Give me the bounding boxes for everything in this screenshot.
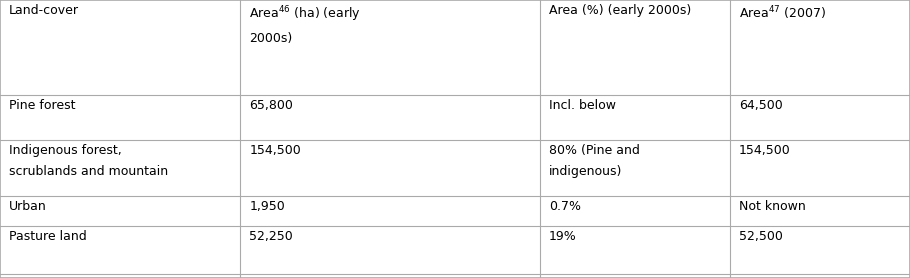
Text: 0.7%: 0.7%: [549, 200, 581, 214]
Text: Area (%) (early 2000s): Area (%) (early 2000s): [549, 4, 691, 18]
Text: 80% (Pine and
indigenous): 80% (Pine and indigenous): [549, 145, 640, 178]
Text: Pasture land: Pasture land: [9, 230, 86, 244]
Text: Land-cover: Land-cover: [9, 4, 79, 18]
Text: Indigenous forest,
scrublands and mountain: Indigenous forest, scrublands and mounta…: [9, 145, 168, 178]
Text: Area$^{46}$ (ha) (early
2000s): Area$^{46}$ (ha) (early 2000s): [249, 4, 361, 45]
Text: 1,950: 1,950: [249, 200, 285, 214]
Text: 65,800: 65,800: [249, 100, 293, 112]
Text: 154,500: 154,500: [249, 145, 301, 157]
Text: Pine forest: Pine forest: [9, 100, 76, 112]
Text: 64,500: 64,500: [739, 100, 783, 112]
Text: Area$^{47}$ (2007): Area$^{47}$ (2007): [739, 4, 826, 22]
Text: 52,500: 52,500: [739, 230, 783, 244]
Text: 52,250: 52,250: [249, 230, 293, 244]
Text: Urban: Urban: [9, 200, 46, 214]
Text: 154,500: 154,500: [739, 145, 791, 157]
Text: Not known: Not known: [739, 200, 805, 214]
Text: 19%: 19%: [549, 230, 576, 244]
Text: Incl. below: Incl. below: [549, 100, 616, 112]
